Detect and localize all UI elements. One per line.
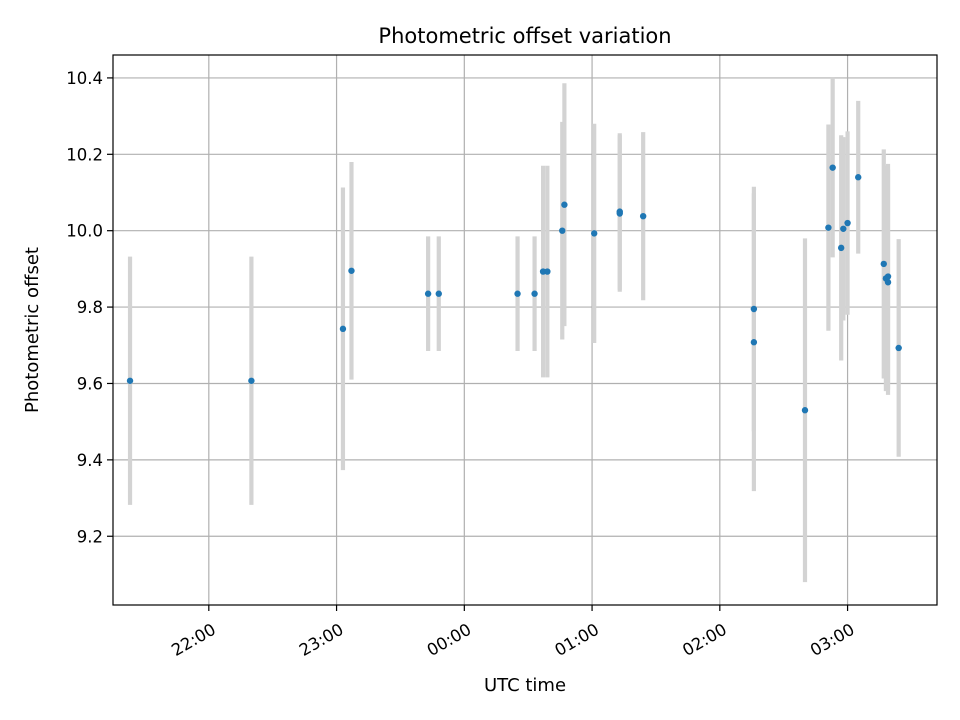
error-bars bbox=[127, 77, 901, 583]
x-tick-label: 01:00 bbox=[552, 620, 603, 660]
data-point bbox=[639, 212, 647, 220]
data-point bbox=[884, 273, 892, 280]
y-tick-label: 10.4 bbox=[66, 69, 103, 88]
y-axis-ticks: 9.2 9.4 9.6 9.8 10.0 10.2 10.4 bbox=[66, 69, 113, 546]
grid bbox=[113, 55, 937, 605]
data-point bbox=[126, 377, 134, 384]
data-point bbox=[840, 225, 847, 232]
data-point bbox=[514, 290, 521, 297]
data-point bbox=[424, 290, 432, 297]
data-point bbox=[801, 407, 809, 414]
y-tick-label: 9.2 bbox=[77, 527, 103, 546]
data-point bbox=[884, 279, 892, 286]
data-point bbox=[837, 244, 845, 252]
data-point bbox=[561, 201, 568, 208]
data-points bbox=[126, 164, 902, 414]
x-axis-ticks: 22:00 23:00 00:00 01:00 02:00 03:00 bbox=[168, 605, 858, 660]
data-point bbox=[844, 219, 851, 227]
data-point bbox=[750, 305, 758, 313]
y-tick-label: 9.6 bbox=[77, 374, 103, 393]
x-tick-label: 00:00 bbox=[424, 620, 475, 660]
data-point bbox=[544, 268, 551, 275]
plot-frame bbox=[112, 54, 938, 606]
x-tick-label: 23:00 bbox=[296, 620, 347, 660]
data-point bbox=[348, 267, 355, 274]
data-point bbox=[559, 227, 566, 234]
y-tick-label: 10.2 bbox=[66, 145, 103, 164]
data-point bbox=[825, 224, 832, 231]
data-point bbox=[895, 344, 902, 352]
data-point bbox=[339, 325, 347, 333]
x-tick-label: 02:00 bbox=[679, 620, 730, 660]
y-tick-label: 9.4 bbox=[77, 451, 103, 470]
x-tick-label: 22:00 bbox=[168, 620, 219, 660]
data-point bbox=[829, 164, 836, 171]
data-point bbox=[880, 260, 887, 268]
x-axis-label: UTC time bbox=[484, 675, 566, 696]
data-point bbox=[248, 377, 255, 384]
chart-title: Photometric offset variation bbox=[378, 24, 671, 48]
data-point bbox=[531, 290, 538, 297]
y-tick-label: 10.0 bbox=[66, 222, 103, 241]
data-point bbox=[750, 339, 758, 346]
y-tick-label: 9.8 bbox=[77, 298, 103, 317]
data-point bbox=[435, 290, 442, 297]
x-tick-label: 03:00 bbox=[807, 620, 858, 660]
data-point bbox=[590, 230, 598, 237]
y-axis-label: Photometric offset bbox=[22, 247, 43, 413]
data-point bbox=[855, 174, 862, 181]
data-point bbox=[616, 210, 623, 217]
